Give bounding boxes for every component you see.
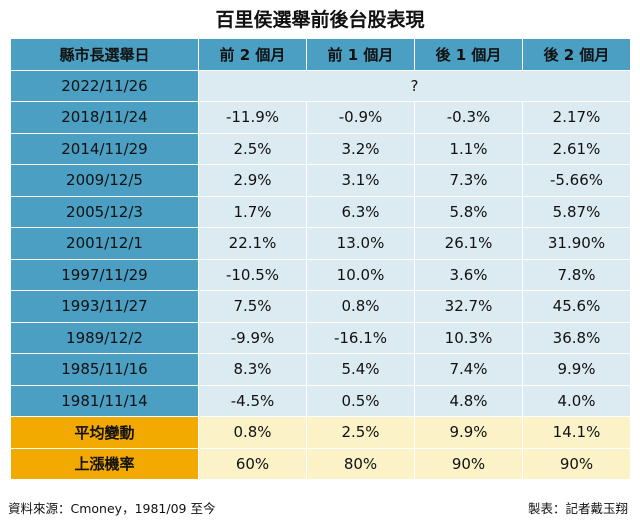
change-value-cell: -0.3% — [414, 101, 523, 134]
summary-value-cell: 90% — [522, 447, 631, 480]
header-1-month-before: 前 1 個月 — [306, 38, 415, 71]
current-election-value: ? — [198, 69, 631, 102]
summary-value-cell: 14.1% — [522, 416, 631, 449]
election-date-cell: 1997/11/29 — [10, 258, 199, 291]
election-date-cell: 1981/11/14 — [10, 384, 199, 417]
change-value-cell: 7.3% — [414, 164, 523, 197]
table-credit: 製表：記者戴玉翔 — [527, 501, 628, 516]
change-value-cell: 13.0% — [306, 227, 415, 260]
rise-probability-row: 上漲機率 60% 80% 90% 90% — [10, 447, 631, 480]
change-value-cell: -5.66% — [522, 164, 631, 197]
change-value-cell: 9.9% — [522, 353, 631, 386]
change-value-cell: 5.4% — [306, 353, 415, 386]
table-row: 2014/11/29 2.5% 3.2% 1.1% 2.61% — [10, 132, 631, 165]
change-value-cell: 4.0% — [522, 384, 631, 417]
election-date-cell: 1985/11/16 — [10, 353, 199, 386]
change-value-cell: 22.1% — [198, 227, 307, 260]
election-date-cell: 1993/11/27 — [10, 290, 199, 323]
change-value-cell: -16.1% — [306, 321, 415, 354]
header-row: 縣市長選舉日 前 2 個月 前 1 個月 後 1 個月 後 2 個月 — [10, 38, 631, 71]
summary-value-cell: 80% — [306, 447, 415, 480]
election-date-cell: 2005/12/3 — [10, 195, 199, 228]
election-date-cell: 2014/11/29 — [10, 132, 199, 165]
change-value-cell: 2.17% — [522, 101, 631, 134]
header-2-months-after: 後 2 個月 — [522, 38, 631, 71]
change-value-cell: 7.4% — [414, 353, 523, 386]
header-1-month-after: 後 1 個月 — [414, 38, 523, 71]
change-value-cell: 0.8% — [306, 290, 415, 323]
table-row: 2001/12/1 22.1% 13.0% 26.1% 31.90% — [10, 227, 631, 260]
change-value-cell: 26.1% — [414, 227, 523, 260]
change-value-cell: -4.5% — [198, 384, 307, 417]
header-2-months-before: 前 2 個月 — [198, 38, 307, 71]
change-value-cell: 10.0% — [306, 258, 415, 291]
change-value-cell: 36.8% — [522, 321, 631, 354]
change-value-cell: 2.5% — [198, 132, 307, 165]
election-date-cell: 2018/11/24 — [10, 101, 199, 134]
table-row: 1997/11/29 -10.5% 10.0% 3.6% 7.8% — [10, 258, 631, 291]
change-value-cell: 3.1% — [306, 164, 415, 197]
change-value-cell: 7.5% — [198, 290, 307, 323]
summary-value-cell: 60% — [198, 447, 307, 480]
change-value-cell: -0.9% — [306, 101, 415, 134]
change-value-cell: 4.8% — [414, 384, 523, 417]
table-row: 1981/11/14 -4.5% 0.5% 4.8% 4.0% — [10, 384, 631, 417]
change-value-cell: -9.9% — [198, 321, 307, 354]
summary-value-cell: 0.8% — [198, 416, 307, 449]
change-value-cell: 8.3% — [198, 353, 307, 386]
change-value-cell: -10.5% — [198, 258, 307, 291]
change-value-cell: 31.90% — [522, 227, 631, 260]
election-date-cell: 2009/12/5 — [10, 164, 199, 197]
table-row: 2018/11/24 -11.9% -0.9% -0.3% 2.17% — [10, 101, 631, 134]
change-value-cell: 0.5% — [306, 384, 415, 417]
table-row: 1985/11/16 8.3% 5.4% 7.4% 9.9% — [10, 353, 631, 386]
change-value-cell: 45.6% — [522, 290, 631, 323]
change-value-cell: 3.6% — [414, 258, 523, 291]
change-value-cell: 2.9% — [198, 164, 307, 197]
data-source: 資料來源：Cmoney，1981/09 至今 — [8, 501, 216, 516]
change-value-cell: 3.2% — [306, 132, 415, 165]
change-value-cell: 5.87% — [522, 195, 631, 228]
header-election-date: 縣市長選舉日 — [10, 38, 199, 71]
summary-value-cell: 9.9% — [414, 416, 523, 449]
summary-label: 平均變動 — [10, 416, 199, 449]
change-value-cell: 6.3% — [306, 195, 415, 228]
table-title: 百里侯選舉前後台股表現 — [215, 9, 425, 31]
election-stock-table: 縣市長選舉日 前 2 個月 前 1 個月 後 1 個月 後 2 個月 2022/… — [10, 38, 631, 480]
summary-value-cell: 2.5% — [306, 416, 415, 449]
election-date-cell: 1989/12/2 — [10, 321, 199, 354]
current-election-date: 2022/11/26 — [10, 69, 199, 102]
change-value-cell: 7.8% — [522, 258, 631, 291]
change-value-cell: 1.7% — [198, 195, 307, 228]
table-row: 1993/11/27 7.5% 0.8% 32.7% 45.6% — [10, 290, 631, 323]
summary-value-cell: 90% — [414, 447, 523, 480]
current-election-row: 2022/11/26 ? — [10, 69, 631, 102]
change-value-cell: 32.7% — [414, 290, 523, 323]
change-value-cell: 5.8% — [414, 195, 523, 228]
change-value-cell: 10.3% — [414, 321, 523, 354]
change-value-cell: 1.1% — [414, 132, 523, 165]
change-value-cell: -11.9% — [198, 101, 307, 134]
table-row: 2005/12/3 1.7% 6.3% 5.8% 5.87% — [10, 195, 631, 228]
average-change-row: 平均變動 0.8% 2.5% 9.9% 14.1% — [10, 416, 631, 449]
summary-label: 上漲機率 — [10, 447, 199, 480]
change-value-cell: 2.61% — [522, 132, 631, 165]
table-row: 2009/12/5 2.9% 3.1% 7.3% -5.66% — [10, 164, 631, 197]
table-row: 1989/12/2 -9.9% -16.1% 10.3% 36.8% — [10, 321, 631, 354]
election-date-cell: 2001/12/1 — [10, 227, 199, 260]
